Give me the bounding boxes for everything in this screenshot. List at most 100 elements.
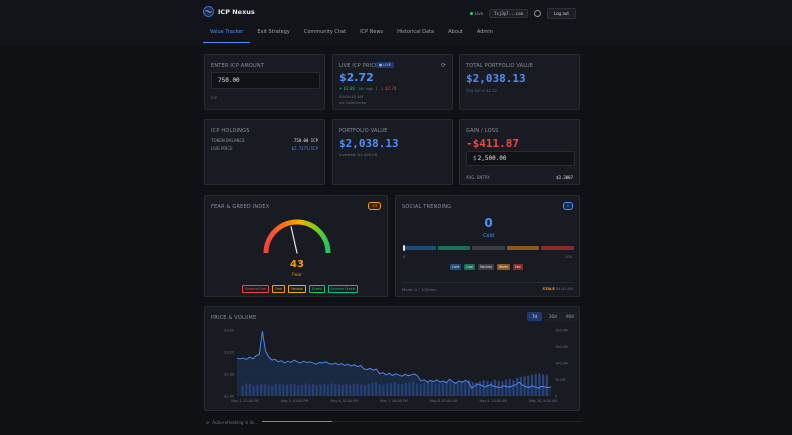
volume-bar bbox=[248, 384, 252, 396]
holdings-title: ICP HOLDINGS bbox=[211, 128, 250, 134]
social-scale-segment bbox=[403, 246, 436, 250]
volume-bar bbox=[386, 383, 389, 396]
volume-bar bbox=[278, 383, 281, 396]
volume-bar bbox=[516, 377, 519, 396]
volume-bar bbox=[449, 380, 452, 396]
social-tag: Cold bbox=[450, 264, 462, 270]
token-balance-row: TOKEN BALANCE 750.00 ICP bbox=[211, 138, 318, 143]
volume-bar bbox=[375, 382, 378, 396]
refresh-icon[interactable]: ⟳ bbox=[440, 62, 446, 69]
volume-bar bbox=[460, 381, 463, 396]
tab-admin[interactable]: Admin bbox=[476, 29, 493, 35]
x-tick-label: May 5, 05:00 PM bbox=[281, 399, 309, 403]
volume-bar bbox=[360, 384, 363, 396]
social-tag: Hot bbox=[513, 264, 523, 270]
volume-bar bbox=[334, 384, 337, 396]
volume-bar bbox=[504, 379, 508, 396]
volume-bar bbox=[415, 383, 419, 396]
volume-bar bbox=[456, 383, 459, 396]
y-left-tick-label: $2.40 bbox=[224, 394, 234, 398]
volume-bar bbox=[389, 382, 393, 396]
currency-prefix: $ bbox=[473, 155, 477, 162]
x-tick-label: May 10, 9:00 AM bbox=[529, 399, 557, 403]
social-footer-divider bbox=[402, 282, 573, 283]
volume-bar bbox=[326, 384, 329, 396]
volume-bar bbox=[434, 383, 437, 396]
tab-community-chat[interactable]: Community Chat bbox=[303, 29, 347, 35]
volume-bar bbox=[490, 381, 493, 396]
fear-greed-legend: Extreme Fear Fear Neutral Greed Extreme Gree… bbox=[242, 285, 358, 293]
fear-greed-legend-item: Extreme Fear bbox=[242, 285, 270, 293]
x-tick-label: May 7, 06:00 PM bbox=[380, 399, 408, 403]
social-badge: 0 bbox=[562, 202, 573, 210]
volume-bar bbox=[482, 380, 485, 396]
volume-bar bbox=[356, 383, 359, 396]
brand[interactable]: ICP Nexus bbox=[203, 6, 255, 17]
y-right-tick-label: 50.0M bbox=[555, 378, 566, 382]
volume-bar bbox=[345, 383, 348, 396]
price-line bbox=[236, 331, 552, 389]
nav-tabs: Value Tracker Exit Strategy Community Ch… bbox=[203, 26, 500, 43]
timeframe-30d[interactable]: 30d bbox=[544, 312, 562, 321]
volume-bar bbox=[378, 384, 381, 396]
portfolio-value-amount: $2,038.13 bbox=[339, 137, 399, 150]
tab-exit-strategy[interactable]: Exit Strategy bbox=[257, 29, 290, 35]
total-value-title: TOTAL PORTFOLIO VALUE bbox=[466, 63, 534, 69]
wallet-address[interactable]: 7sj3y7...caa bbox=[489, 9, 529, 18]
investment-input[interactable]: $ 2,500.00 bbox=[466, 151, 575, 166]
volume-bar bbox=[297, 385, 300, 396]
auto-refresh-label: Auto-refreshing in 4s... bbox=[212, 420, 259, 425]
volume-bar bbox=[512, 380, 515, 396]
app-logo-icon bbox=[203, 6, 214, 17]
volume-bar bbox=[363, 385, 367, 396]
price-time: 04:05:40 AM bbox=[339, 94, 364, 99]
volume-bar bbox=[289, 383, 292, 396]
price-area bbox=[237, 331, 551, 396]
enter-amount-title: ENTER ICP AMOUNT bbox=[211, 63, 265, 69]
portfolio-value-title: PORTFOLIO VALUE bbox=[339, 128, 388, 134]
volume-bar bbox=[519, 376, 522, 396]
price-volume-card: PRICE & VOLUME 7d 30d 90d $3.40 $3.00 $2.6… bbox=[204, 306, 580, 411]
tab-historical-data[interactable]: Historical Data bbox=[397, 29, 435, 35]
live-price-per-icp: $2.7175/ICP bbox=[291, 146, 319, 151]
avg-entry-row: AVG. ENTRY $3.3007 bbox=[466, 175, 573, 180]
tab-icp-news[interactable]: ICP News bbox=[360, 29, 384, 35]
stale-time: 04:41 AM bbox=[555, 287, 573, 291]
social-stale: STALE 04:41 AM bbox=[542, 287, 573, 291]
price-high-label: 24h high bbox=[358, 86, 374, 91]
volume-bar bbox=[260, 384, 263, 396]
live-price-row: LIVE PRICE $2.7175/ICP bbox=[211, 146, 318, 151]
y-left-tick-label: $3.00 bbox=[224, 350, 234, 354]
live-label: Live bbox=[474, 11, 484, 16]
volume-bar bbox=[478, 381, 482, 396]
fear-greed-legend-item: Neutral bbox=[288, 285, 306, 293]
fear-greed-legend-item: Fear bbox=[272, 285, 286, 293]
logout-button[interactable]: Log out bbox=[547, 8, 576, 19]
y-left-tick-label: $2.60 bbox=[224, 372, 234, 376]
gain-loss-title: GAIN / LOSS bbox=[466, 128, 499, 134]
tab-value-tracker[interactable]: Value Tracker bbox=[203, 26, 251, 43]
settings-gear-icon[interactable] bbox=[534, 10, 542, 17]
social-scale-bar bbox=[403, 246, 574, 250]
investment-value: 2,500.00 bbox=[477, 155, 507, 162]
volume-bar bbox=[245, 383, 248, 396]
social-value: 0 bbox=[484, 216, 493, 230]
volume-bar bbox=[486, 380, 489, 396]
live-price-value: $2.72 bbox=[339, 71, 374, 84]
timeframe-90d[interactable]: 90d bbox=[561, 312, 579, 321]
volume-bar bbox=[352, 384, 355, 396]
volume-bar bbox=[323, 383, 326, 396]
social-tags: Cold Cool Neutral Warm Hot bbox=[450, 264, 523, 270]
social-scale-segment bbox=[472, 246, 505, 250]
volume-bar bbox=[501, 381, 504, 396]
volume-bar bbox=[493, 379, 496, 396]
holdings-card: ICP HOLDINGS TOKEN BALANCE 750.00 ICP LI… bbox=[204, 119, 325, 185]
volume-bar bbox=[497, 380, 500, 396]
tab-about[interactable]: About bbox=[448, 29, 463, 35]
icp-amount-input[interactable]: 750.00 bbox=[211, 72, 320, 89]
icp-amount-value: 750.00 bbox=[218, 77, 240, 84]
volume-bar bbox=[267, 385, 270, 396]
total-value-amount: $2,038.13 bbox=[466, 72, 526, 85]
timeframe-7d[interactable]: 7d bbox=[527, 312, 543, 321]
refresh-status-icon: ⟳ bbox=[206, 420, 210, 425]
